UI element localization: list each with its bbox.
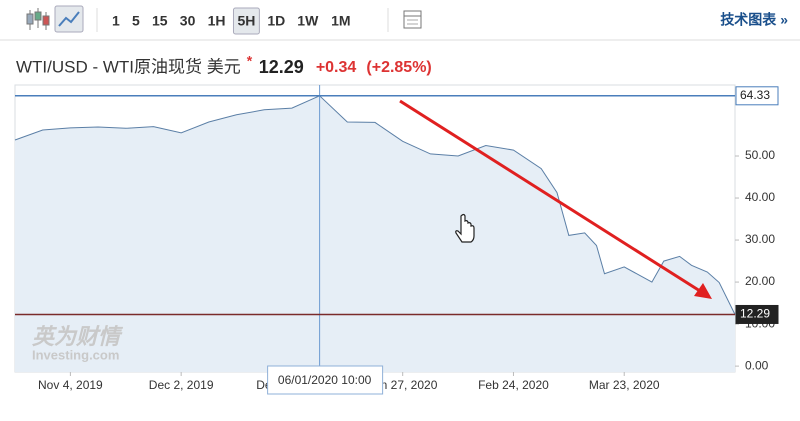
interval-button[interactable]: 1D — [267, 13, 285, 29]
change: +0.34 — [316, 59, 357, 76]
crosshair-tooltip — [267, 365, 384, 395]
star: * — [247, 53, 253, 69]
table-icon[interactable] — [403, 10, 422, 29]
watermark-site: Investing.com — [32, 347, 119, 362]
interval-button[interactable]: 1H — [208, 13, 226, 29]
x-tick-label: Feb 24, 2020 — [478, 378, 549, 392]
y-tick-label: 20.00 — [745, 274, 775, 288]
x-tick-label: Nov 4, 2019 — [38, 378, 103, 392]
price-marker-label: 64.33 — [740, 88, 770, 102]
price-area — [15, 95, 735, 373]
technical-chart-link[interactable]: 技术图表 » — [720, 12, 788, 28]
y-tick-label: 40.00 — [745, 190, 775, 204]
crosshair-label: 06/01/2020 10:00 — [278, 373, 372, 387]
plot — [14, 84, 736, 373]
interval-button[interactable]: 5 — [132, 13, 140, 29]
y-tick-label: 50.00 — [745, 148, 775, 162]
y-tick-label: 30.00 — [745, 232, 775, 246]
watermark-brand: 英为财情 — [32, 324, 124, 349]
interval-button[interactable]: 30 — [180, 13, 196, 29]
line-icon[interactable] — [54, 5, 84, 33]
interval-button[interactable]: 5H — [237, 13, 255, 29]
last-price: 12.29 — [259, 57, 304, 77]
interval-active — [232, 7, 260, 35]
price-marker-box — [735, 304, 779, 324]
interval-button[interactable]: 1 — [112, 13, 120, 29]
price-marker-box — [735, 86, 779, 106]
interval-button[interactable]: 1M — [331, 13, 350, 29]
interval-button[interactable]: 1W — [297, 13, 319, 29]
hand-cursor — [455, 213, 475, 243]
price-marker-label: 12.29 — [740, 307, 770, 321]
x-tick-label: Jan 27, 2020 — [368, 378, 438, 392]
change-percent: (+2.85%) — [366, 59, 431, 76]
price-line — [14, 95, 736, 315]
trend-arrow — [399, 99, 712, 299]
x-tick-label: Dec 2, 2019 — [149, 378, 214, 392]
instrument-title: WTI/USD - WTI原油现货 美元 — [16, 57, 241, 76]
x-tick-label: Mar 23, 2020 — [589, 378, 660, 392]
interval-button[interactable]: 15 — [152, 13, 168, 29]
y-tick-label: 0.00 — [745, 358, 769, 372]
candlestick-icon[interactable] — [26, 8, 50, 30]
